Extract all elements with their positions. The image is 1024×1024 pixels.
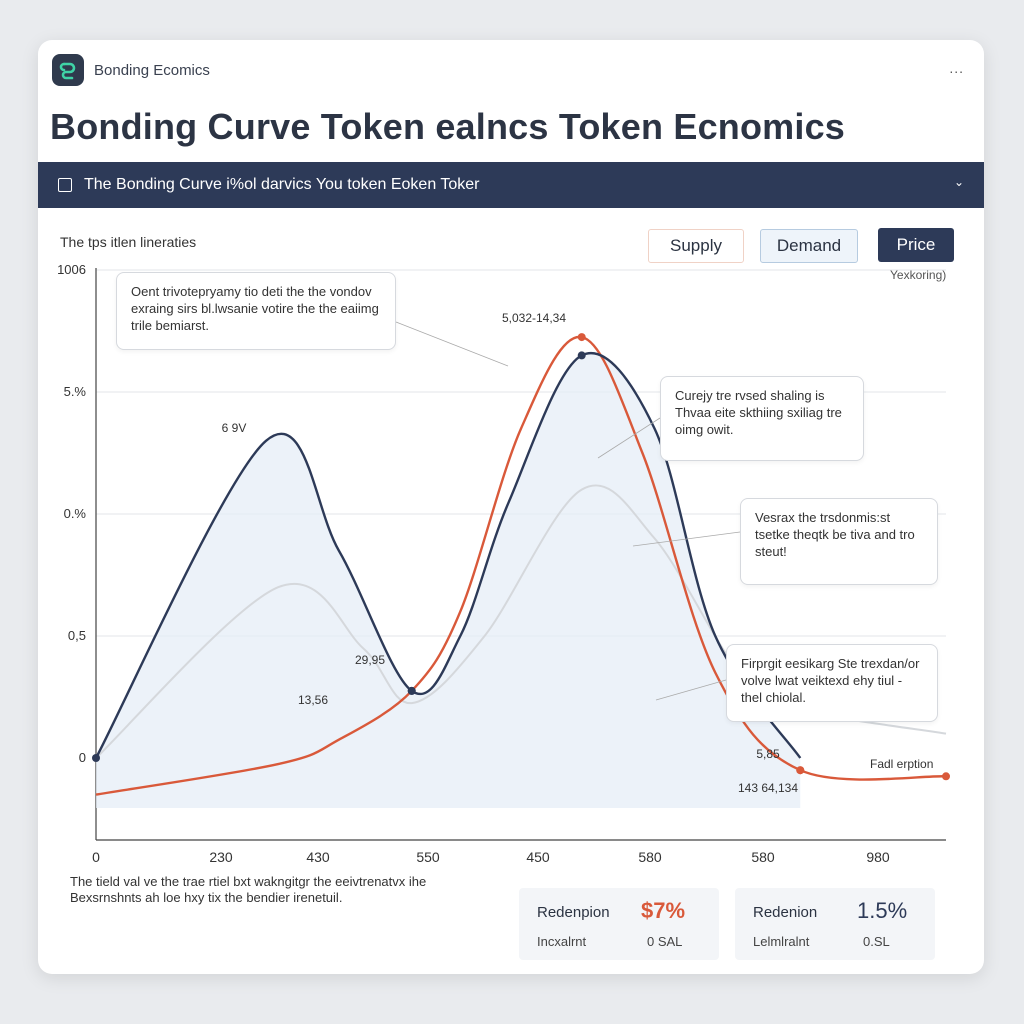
page-title: Bonding Curve Token ealncs Token Ecnomic…	[50, 106, 846, 147]
stat-value: $7%	[641, 898, 686, 923]
annotation-leader	[655, 679, 727, 701]
right-axis-label: Yexkoring)	[890, 268, 947, 282]
stat-sub-value: 0.SL	[863, 934, 890, 949]
x-tick-label: 230	[209, 849, 233, 865]
banner-text: The Bonding Curve i%ol darvics You token…	[84, 176, 480, 193]
more-icon[interactable]: ...	[949, 60, 964, 76]
area-fill	[96, 353, 801, 808]
bonding-logo-icon	[52, 54, 84, 86]
stat-label: Redenpion	[537, 904, 610, 921]
stat-sub-value: 0 SAL	[647, 934, 683, 949]
stat-sub-label: Incxalrnt	[537, 934, 587, 949]
main-card: Bonding Ecomics ... Bonding Curve Token …	[38, 40, 984, 974]
x-tick-label: 430	[306, 849, 330, 865]
x-tick-label: 450	[526, 849, 550, 865]
footer-note: The tield val ve the trae rtiel bxt wakn…	[70, 874, 427, 905]
y-tick-label: 0,5	[68, 628, 86, 643]
x-tick-label: 980	[866, 849, 890, 865]
x-tick-label: 550	[416, 849, 440, 865]
app-header: Bonding Ecomics	[52, 54, 210, 86]
data-point	[407, 686, 416, 695]
data-label: 5,85	[756, 747, 780, 761]
x-tick-label: 0	[92, 849, 100, 865]
y-tick-label: 5.%	[64, 384, 87, 399]
y-tick-label: 0	[79, 750, 86, 765]
price-button[interactable]: Price	[878, 228, 954, 262]
stat-sub-label: Lelmlralnt	[753, 934, 810, 949]
data-point	[577, 333, 586, 342]
info-banner[interactable]: The Bonding Curve i%ol darvics You token…	[38, 162, 984, 208]
app-name: Bonding Ecomics	[94, 61, 210, 79]
data-label: 5,032-14,34	[502, 311, 566, 325]
data-point	[92, 754, 100, 762]
stat-card-redemption-2: Redenion 1.5% Lelmlralnt 0.SL	[735, 888, 935, 960]
chevron-down-icon[interactable]: ⌄	[953, 175, 964, 189]
supply-button[interactable]: Supply	[648, 229, 744, 263]
annotation-leader	[395, 321, 509, 367]
x-tick-label: 580	[638, 849, 662, 865]
data-point	[942, 772, 950, 781]
annotation-box-1: Oent trivotepryamy tio deti the the vond…	[116, 272, 396, 350]
demand-curve-line	[94, 352, 802, 759]
data-point	[577, 351, 586, 360]
annotation-leader	[597, 417, 661, 459]
data-point	[796, 766, 805, 775]
annotation-box-3: Vesrax the trsdonmis:st tsetke theqtk be…	[740, 498, 938, 585]
annotation-box-2: Curejy tre rvsed shaling is Thvaa eite s…	[660, 376, 864, 461]
y-tick-label: 0.%	[64, 506, 87, 521]
annotation-leader	[632, 531, 741, 547]
annotation-box-4: Firprgit eesikarg Ste trexdan/or volve l…	[726, 644, 938, 722]
data-label: 29,95	[355, 653, 385, 667]
y-tick-label: 1006	[57, 262, 86, 277]
document-icon	[58, 178, 72, 192]
demand-button[interactable]: Demand	[760, 229, 858, 263]
stat-card-redemption: Redenpion $7% Incxalrnt 0 SAL	[519, 888, 719, 960]
data-label: 143 64,134	[738, 781, 798, 795]
x-tick-label: 580	[751, 849, 775, 865]
data-label: Fadl erption	[870, 757, 933, 771]
bonding-curve-chart: 0 0,5 0.% 5.% 1006 0 230 430 550 450 580 580 980 13,5…	[57, 262, 950, 865]
stat-label: Redenion	[753, 904, 818, 921]
stat-value: 1.5%	[857, 898, 908, 923]
data-label: 13,56	[298, 693, 328, 707]
chart-subtitle: The tps itlen lineraties	[60, 234, 197, 250]
peak-label: 6 9V	[222, 421, 247, 435]
